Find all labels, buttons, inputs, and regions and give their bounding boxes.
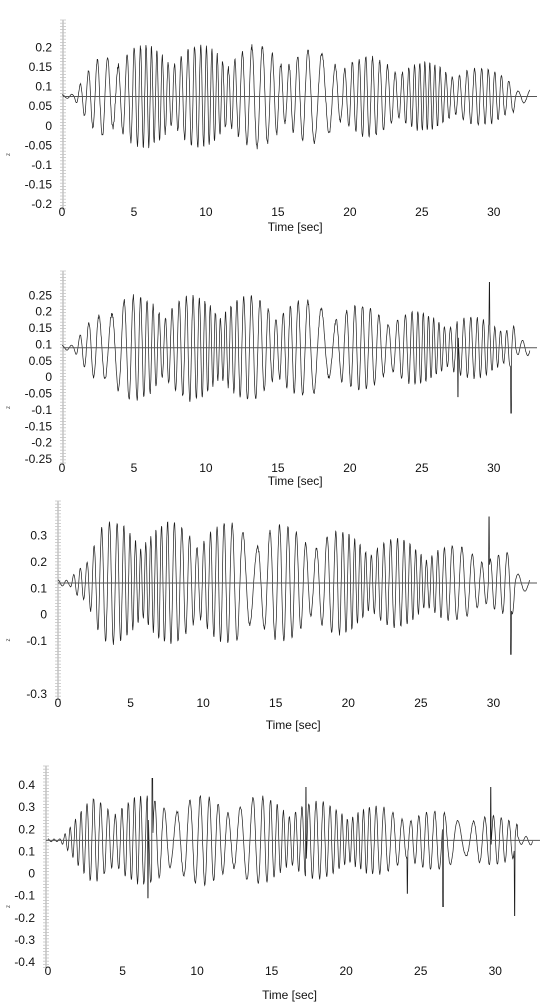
y-tick-label: -0.25 [25, 452, 53, 466]
y-tick-label: 0.05 [29, 354, 53, 368]
x-tick-label: 30 [487, 696, 501, 710]
y-tick-label: -0.05 [25, 387, 53, 401]
signal-trace [62, 44, 531, 150]
x-tick-label: 15 [271, 461, 285, 475]
chart-panel-4: -0.4 -0.3 -0.2 -0.1 0 0.1 0.2 0.3 0.4 z 0 5 10 15 20 25… [6, 765, 540, 1002]
y-tick-label: -0.15 [25, 177, 53, 191]
y-tick-label: -0.15 [25, 419, 53, 433]
y-axis-label: z [6, 639, 12, 642]
x-tick-label: 10 [199, 461, 213, 475]
y-tick-label: 0.1 [35, 80, 52, 94]
chart-panel-2: -0.25 -0.2 -0.15 -0.1 -0.05 0 0.05 0.1 0.15 0.2 0.… [6, 270, 537, 488]
x-tick-label: 5 [127, 696, 134, 710]
y-tick-label: -0.2 [14, 911, 35, 925]
x-tick-label: 30 [487, 205, 501, 219]
y-tick-label: 0.15 [29, 60, 53, 74]
x-tick-label: 30 [489, 964, 503, 978]
x-tick-label: 25 [414, 696, 428, 710]
x-tick-label: 25 [415, 461, 429, 475]
x-tick-label: 20 [343, 205, 357, 219]
y-tick-label: 0.4 [18, 778, 35, 792]
y-tick-label: 0.25 [29, 288, 53, 302]
x-tick-label: 20 [342, 696, 356, 710]
x-tick-label: 5 [119, 964, 126, 978]
y-tick-label: 0 [45, 119, 52, 133]
y-tick-label: -0.1 [31, 158, 52, 172]
x-axis-title: Time [sec] [268, 474, 323, 488]
y-tick-label: 0.1 [35, 337, 52, 351]
y-axis-label: z [6, 406, 12, 409]
y-tick-label: 0.1 [18, 844, 35, 858]
x-tick-label: 0 [59, 461, 66, 475]
x-tick-label: 0 [55, 696, 62, 710]
x-axis-title: Time [sec] [268, 220, 323, 234]
chart-panel-3: -0.3 -0.1 0 0.1 0.2 0.3 z 0 5 10 15 20 25 30 Time [sec… [6, 500, 537, 732]
y-tick-label: 0.3 [30, 528, 47, 542]
y-tick-label: -0.4 [14, 955, 35, 969]
x-tick-label: 10 [199, 205, 213, 219]
y-tick-label: -0.05 [25, 138, 53, 152]
y-tick-label: 0 [28, 867, 35, 881]
signal-trace [47, 778, 533, 916]
y-tick-label: 0.15 [29, 321, 53, 335]
x-tick-label: 25 [414, 964, 428, 978]
x-tick-label: 25 [415, 205, 429, 219]
x-axis-title: Time [sec] [262, 988, 317, 1002]
x-tick-label: 5 [131, 461, 138, 475]
y-tick-label: -0.3 [26, 687, 47, 701]
y-tick-label: -0.1 [26, 634, 47, 648]
x-tick-label: 15 [265, 964, 279, 978]
y-tick-label: 0.2 [30, 555, 47, 569]
y-axis-label: z [6, 153, 12, 156]
x-tick-label: 30 [487, 461, 501, 475]
x-tick-label: 10 [196, 696, 210, 710]
chart-panel-1: -0.2 -0.15 -0.1 -0.05 0 0.05 0.1 0.15 0.2 z 0 5 10 15… [6, 19, 537, 234]
y-axis-label: z [6, 905, 12, 908]
signal-trace [62, 281, 531, 414]
y-tick-label: -0.1 [31, 403, 52, 417]
y-tick-label: 0 [40, 608, 47, 622]
x-tick-label: 15 [269, 696, 283, 710]
y-tick-label: -0.3 [14, 933, 35, 947]
y-tick-label: -0.1 [14, 889, 35, 903]
x-tick-label: 10 [190, 964, 204, 978]
x-tick-label: 0 [59, 205, 66, 219]
x-tick-label: 20 [343, 461, 357, 475]
y-tick-label: -0.2 [31, 436, 52, 450]
y-tick-label: 0.3 [18, 800, 35, 814]
y-tick-label: 0.2 [18, 822, 35, 836]
x-tick-label: 0 [45, 964, 52, 978]
x-axis-title: Time [sec] [266, 718, 321, 732]
y-tick-label: -0.2 [31, 197, 52, 211]
y-tick-label: 0.2 [35, 305, 52, 319]
signal-trace [57, 516, 531, 655]
x-tick-label: 20 [340, 964, 354, 978]
y-tick-label: 0.05 [29, 99, 53, 113]
y-tick-label: 0 [45, 370, 52, 384]
x-tick-label: 5 [131, 205, 138, 219]
y-tick-label: 0.2 [35, 41, 52, 55]
x-tick-label: 15 [271, 205, 285, 219]
y-tick-label: 0.1 [30, 581, 47, 595]
